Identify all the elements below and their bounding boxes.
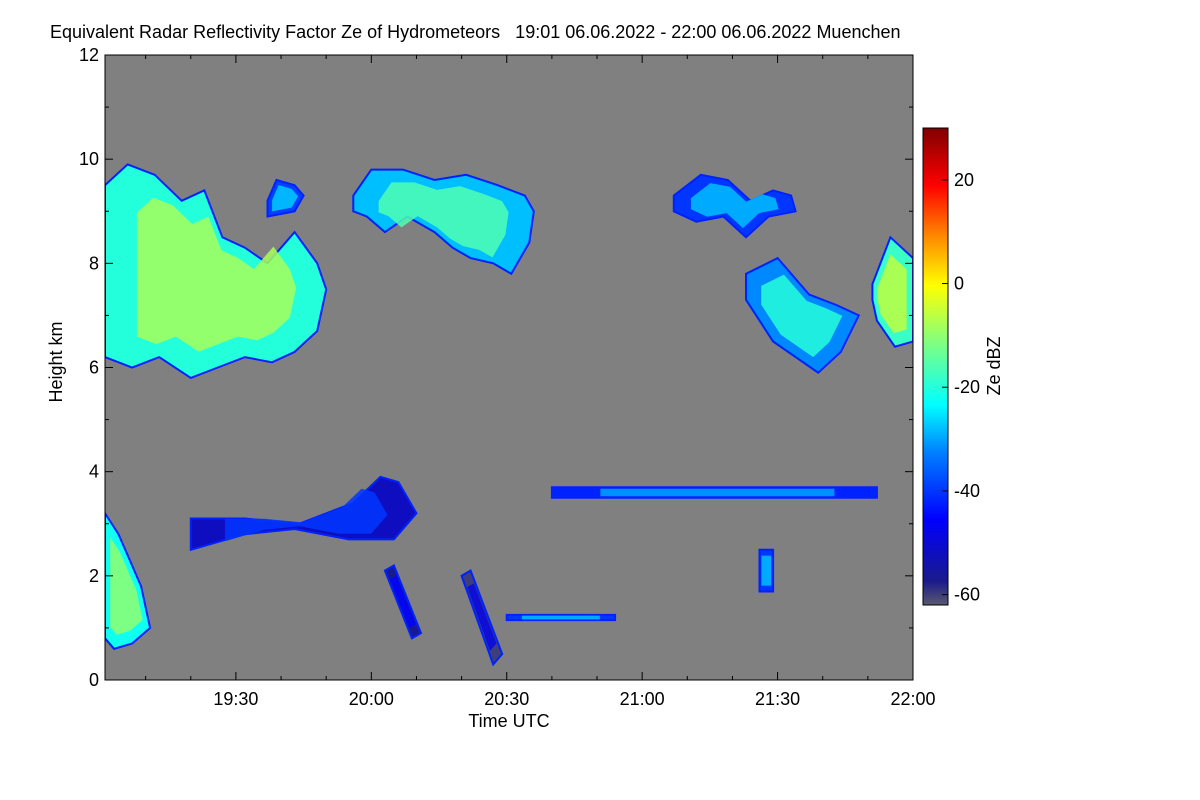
x-tick-label: 21:00 (620, 689, 665, 709)
y-tick-label: 8 (89, 253, 99, 273)
y-tick-label: 10 (79, 149, 99, 169)
echo-core (600, 488, 835, 497)
y-axis-label: Height km (46, 321, 66, 402)
colorbar-tick-label: 20 (954, 170, 974, 190)
echo-core (690, 183, 779, 229)
y-tick-label: 2 (89, 566, 99, 586)
echo-core (761, 274, 843, 358)
colorbar-tick-label: -40 (954, 481, 980, 501)
chart-title: Equivalent Radar Reflectivity Factor Ze … (50, 22, 901, 42)
x-tick-label: 22:00 (890, 689, 935, 709)
colorbar-label: Ze dBZ (984, 336, 1004, 395)
echo-layer (105, 163, 913, 667)
colorbar (922, 127, 949, 606)
echo-core (110, 537, 143, 635)
echo-core (136, 197, 297, 352)
echo-core (467, 583, 497, 651)
echo-core (389, 575, 416, 629)
y-tick-label: 12 (79, 45, 99, 65)
echo-core (272, 185, 299, 212)
x-axis-label: Time UTC (468, 711, 549, 731)
echo-core (225, 488, 388, 542)
y-axis: 0 2 4 6 8 10 12 (79, 45, 913, 690)
colorbar-ticks: 20 0 -20 -40 -60 (942, 170, 980, 605)
x-tick-label: 19:30 (213, 689, 258, 709)
y-tick-label: 4 (89, 462, 99, 482)
echo-core (761, 555, 772, 586)
x-tick-label: 20:30 (484, 689, 529, 709)
colorbar-tick-label: -60 (954, 585, 980, 605)
plot-background (105, 55, 913, 680)
y-tick-label: 0 (89, 670, 99, 690)
echo-core (877, 254, 907, 334)
x-tick-label: 20:00 (349, 689, 394, 709)
y-tick-label: 6 (89, 358, 99, 378)
echo-core (378, 182, 509, 258)
x-axis: 19:30 20:00 20:30 21:00 21:30 22:00 (145, 55, 936, 709)
colorbar-tick-label: 0 (954, 274, 964, 294)
x-tick-label: 21:30 (755, 689, 800, 709)
colorbar-tick-label: -20 (954, 377, 980, 397)
echo-core (521, 615, 600, 620)
